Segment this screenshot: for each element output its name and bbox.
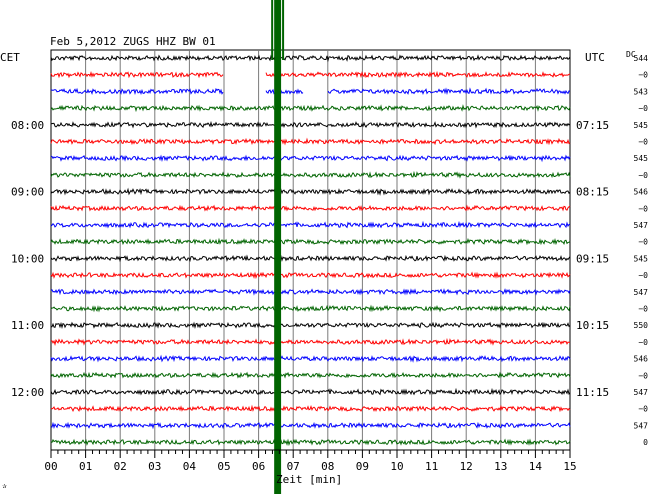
x-tick-label-02: 02 xyxy=(114,460,127,473)
x-tick-label-12: 12 xyxy=(460,460,473,473)
trace-14 xyxy=(50,288,571,296)
x-tick-label-11: 11 xyxy=(425,460,438,473)
dc-value: −0 xyxy=(638,371,648,380)
x-tick-label-05: 05 xyxy=(217,460,230,473)
traces xyxy=(50,54,571,447)
dc-value: −0 xyxy=(638,104,648,113)
trace-4 xyxy=(50,120,571,129)
left-time-label: 09:00 xyxy=(11,186,44,199)
dc-value: 546 xyxy=(634,188,649,197)
trace-22 xyxy=(50,421,571,430)
dc-value: 544 xyxy=(634,54,649,63)
event-saturation-band xyxy=(274,0,282,494)
trace-10 xyxy=(50,220,571,229)
x-tick-label-15: 15 xyxy=(563,460,576,473)
x-tick-label-00: 00 xyxy=(44,460,57,473)
right-time-label: 09:15 xyxy=(576,252,609,265)
x-axis: 00 01 02 03 04 05 06 07 08 09 10 11 12 13 14 15 xyxy=(44,449,577,473)
dc-value: −0 xyxy=(638,238,648,247)
dc-value: −0 xyxy=(638,171,648,180)
dc-value: −0 xyxy=(638,204,648,213)
right-time-label: 08:15 xyxy=(576,186,609,199)
trace-16 xyxy=(50,321,571,330)
trace-9 xyxy=(50,204,571,212)
trace-8 xyxy=(50,187,571,196)
chart-title: Feb 5,2012 ZUGS HHZ BW 01 xyxy=(50,35,216,48)
labels: Feb 5,2012 ZUGS HHZ BW 01 CET UTC DC Zei… xyxy=(0,35,648,490)
dc-value: 547 xyxy=(634,388,649,397)
dc-value: −0 xyxy=(638,338,648,347)
left-time-label: 10:00 xyxy=(11,252,44,265)
dc-value: −0 xyxy=(638,305,648,314)
trace-15 xyxy=(50,304,571,313)
dc-header: DC xyxy=(626,50,636,59)
dc-value: 545 xyxy=(634,254,649,263)
x-tick-label-01: 01 xyxy=(79,460,92,473)
trace-20 xyxy=(50,387,571,396)
trace-6 xyxy=(50,154,571,163)
trace-21 xyxy=(50,404,571,413)
dc-value: 545 xyxy=(634,121,649,130)
dc-value: 545 xyxy=(634,154,649,163)
dc-value: 547 xyxy=(634,288,649,297)
x-tick-label-07: 07 xyxy=(287,460,300,473)
left-time-label: 12:00 xyxy=(11,386,44,399)
dc-value: −0 xyxy=(638,138,648,147)
trace-18 xyxy=(50,354,571,363)
trace-3 xyxy=(50,104,571,113)
dc-value: 0 xyxy=(643,438,648,447)
x-tick-label-08: 08 xyxy=(321,460,334,473)
dc-value: 547 xyxy=(634,221,649,230)
trace-12 xyxy=(50,254,571,263)
x-tick-label-10: 10 xyxy=(390,460,403,473)
trace-11 xyxy=(50,237,571,246)
trace-0 xyxy=(50,54,571,63)
dc-value: 550 xyxy=(634,321,649,330)
dc-value: −0 xyxy=(638,405,648,414)
dc-value: −0 xyxy=(638,271,648,280)
x-tick-label-06: 06 xyxy=(252,460,265,473)
trace-7 xyxy=(50,170,571,179)
left-timezone-label: CET xyxy=(0,51,20,64)
x-tick-label-14: 14 xyxy=(529,460,543,473)
x-tick-label-04: 04 xyxy=(183,460,197,473)
x-tick-label-13: 13 xyxy=(494,460,507,473)
left-time-label: 08:00 xyxy=(11,119,44,132)
left-time-label: 11:00 xyxy=(11,319,44,332)
trace-23 xyxy=(50,438,571,447)
x-axis-label: Zeit [min] xyxy=(276,473,342,486)
dc-value: 547 xyxy=(634,421,649,430)
dc-value: −0 xyxy=(638,71,648,80)
right-time-label: 11:15 xyxy=(576,386,609,399)
grid xyxy=(50,49,571,451)
corner-mark: ✰ xyxy=(2,481,7,490)
x-tick-label-03: 03 xyxy=(148,460,161,473)
trace-1 xyxy=(50,70,571,79)
x-tick-label-09: 09 xyxy=(356,460,369,473)
trace-2 xyxy=(50,87,571,96)
dc-value: 546 xyxy=(634,355,649,364)
event-band xyxy=(271,0,285,494)
trace-19 xyxy=(50,371,571,379)
dc-value: 543 xyxy=(634,87,649,96)
trace-17 xyxy=(50,337,571,346)
right-timezone-label: UTC xyxy=(585,51,605,64)
right-time-label: 10:15 xyxy=(576,319,609,332)
right-time-label: 07:15 xyxy=(576,119,609,132)
trace-13 xyxy=(50,271,571,280)
trace-5 xyxy=(50,137,571,146)
